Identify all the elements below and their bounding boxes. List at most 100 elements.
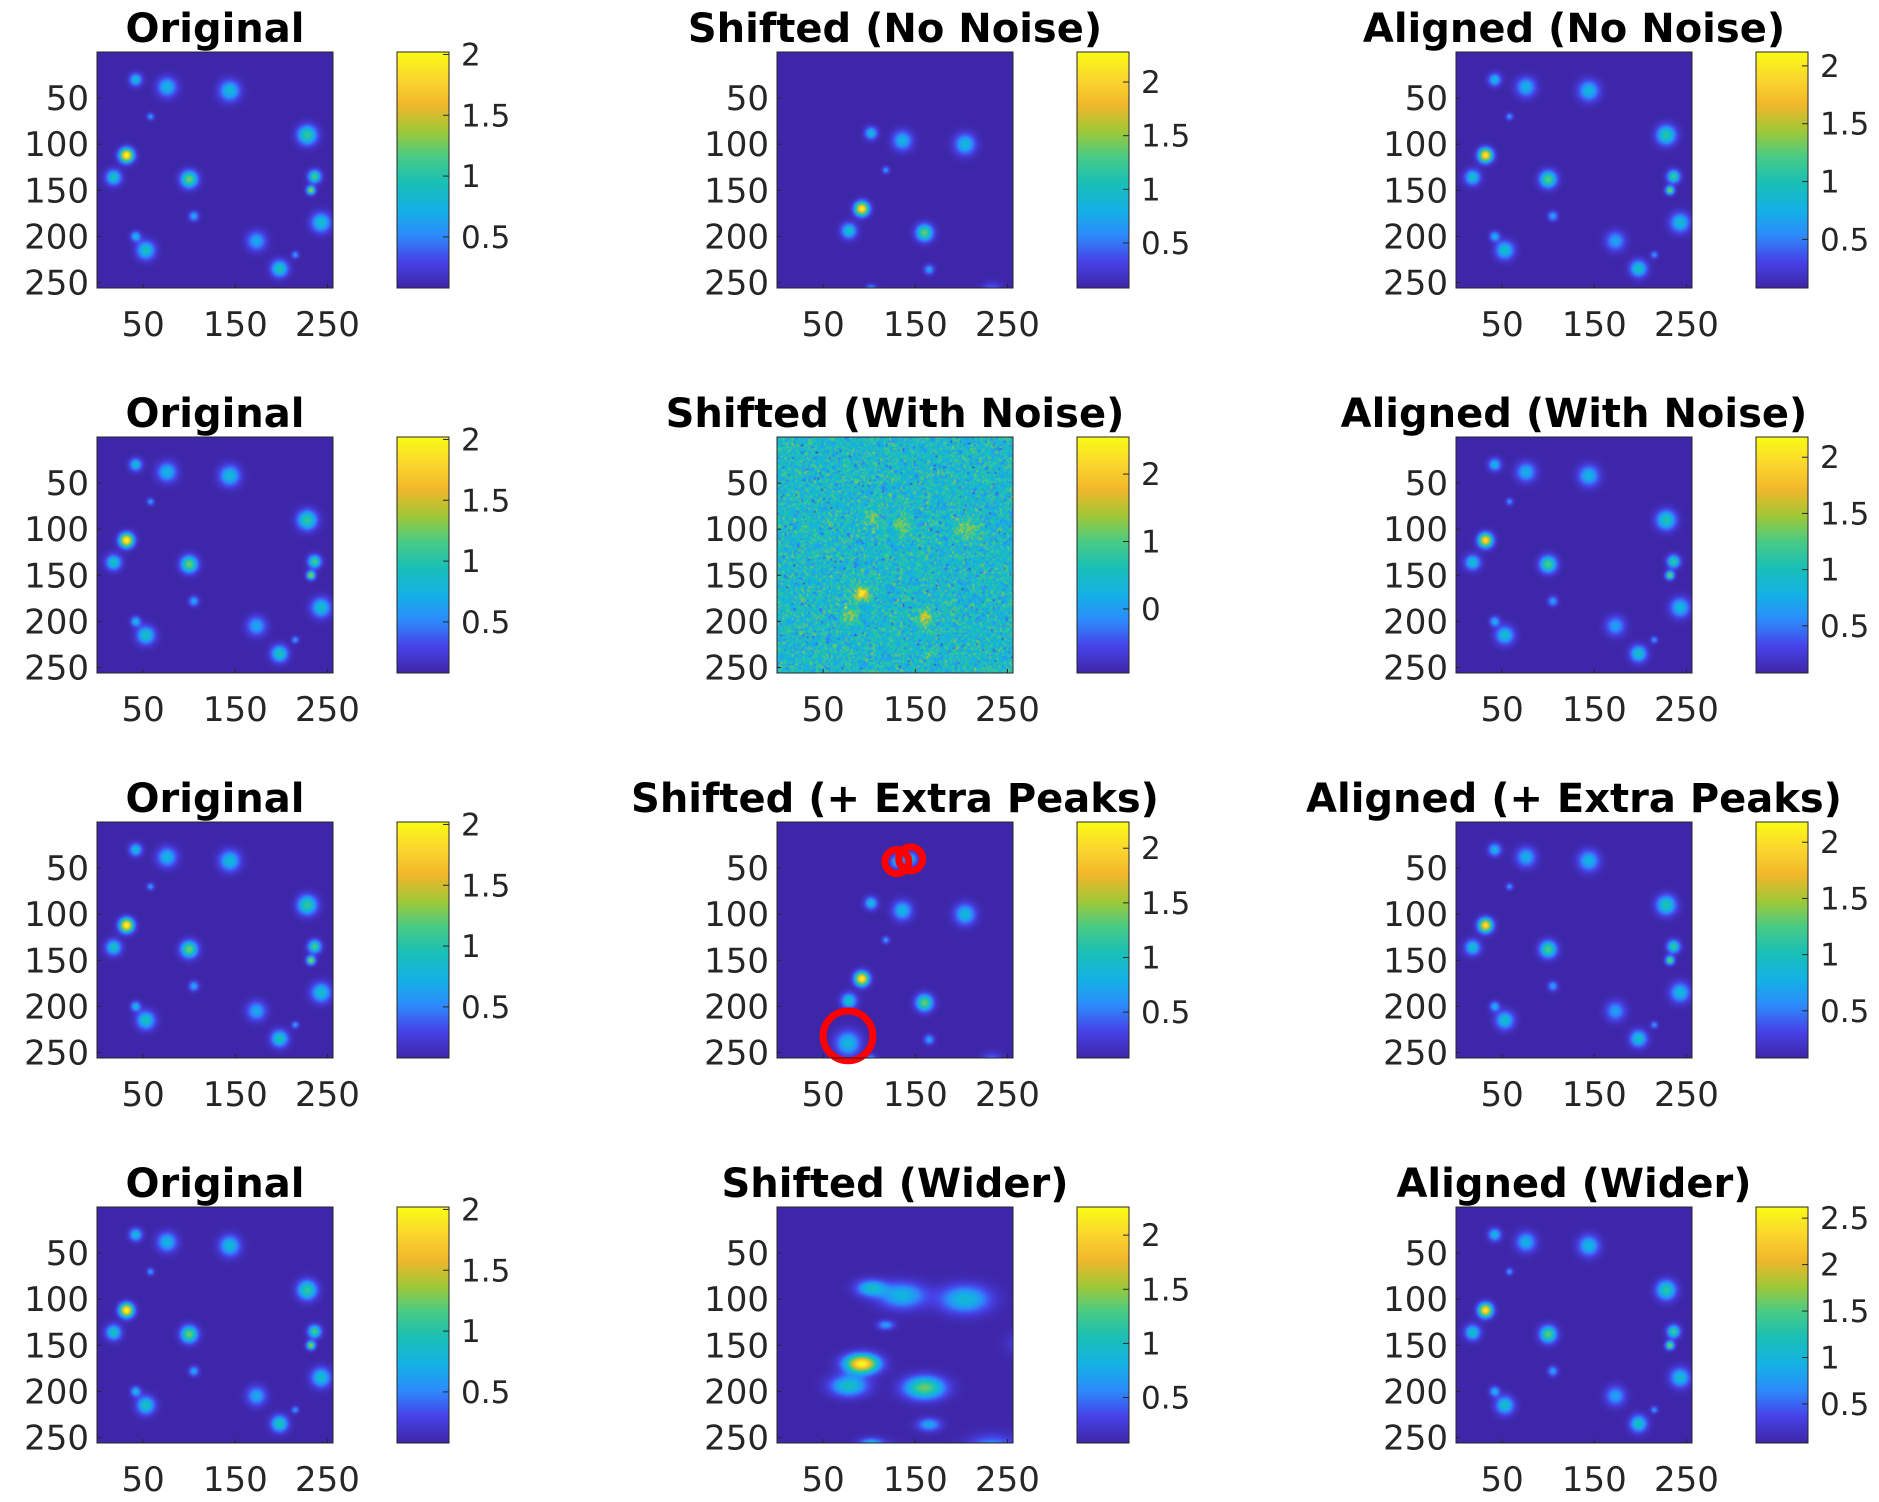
y-tick-label: 200 (1383, 602, 1448, 642)
colorbar-tick-label: 1.5 (461, 868, 510, 904)
colorbar-tick-label: 2 (461, 37, 481, 73)
colorbar-tick-label: 1 (461, 159, 481, 195)
subplot-5: Shifted (With Noise) 50 100 150 200 250 50 150 2… (666, 391, 1161, 730)
y-tick-label: 50 (46, 464, 89, 504)
colorbar-tick-label: 1 (1141, 172, 1161, 208)
colorbar-tick-label: 0.5 (1141, 995, 1190, 1031)
colorbar-tick-label: 1.5 (461, 98, 510, 134)
colorbar-tick-label: 0 (1141, 592, 1161, 628)
heatmap-image (97, 1207, 333, 1443)
colorbar-tick-label: 2 (1820, 440, 1840, 476)
colorbar-tick-label: 0.5 (1820, 1387, 1869, 1423)
x-tick-label: 150 (883, 305, 948, 345)
colorbar-box (396, 51, 450, 289)
subplot-3: Aligned (No Noise) 50 100 150 200 250 50 150 250… (1363, 6, 1869, 345)
subplot-11: Shifted (Wider) 50 100 150 200 250 50 150 250 2 1.… (704, 1161, 1190, 1500)
y-tick-label: 200 (704, 987, 769, 1027)
x-tick-label: 150 (1562, 1075, 1627, 1115)
x-tick-label: 250 (295, 1460, 360, 1500)
x-tick-label: 250 (1654, 305, 1719, 345)
x-tick-label: 50 (1480, 1075, 1523, 1115)
colorbar-tick-label: 1.5 (1141, 886, 1190, 922)
y-tick-label: 50 (46, 849, 89, 889)
y-tick-label: 250 (704, 1418, 769, 1458)
colorbar-gradient (397, 437, 449, 673)
x-tick-label: 50 (1480, 1460, 1523, 1500)
x-tick-label: 150 (203, 690, 268, 730)
colorbar-tick-label: 1 (1820, 938, 1840, 974)
colorbar-gradient (397, 1207, 449, 1443)
heatmap-image (97, 437, 333, 673)
colorbar-tick-label: 1 (461, 1314, 481, 1350)
x-tick-label: 250 (975, 1460, 1040, 1500)
y-tick-label: 150 (704, 941, 769, 981)
subplot-title: Aligned (No Noise) (1363, 6, 1785, 52)
x-tick-label: 250 (295, 1075, 360, 1115)
heatmap-image (1456, 437, 1692, 673)
subplot-2: Shifted (No Noise) 50 100 150 200 250 50 150 250… (688, 6, 1190, 345)
colorbar-gradient (1077, 437, 1129, 673)
colorbar-box (1076, 51, 1130, 289)
x-tick-label: 150 (203, 1460, 268, 1500)
colorbar-gradient (1077, 1207, 1129, 1443)
x-tick-label: 50 (801, 690, 844, 730)
colorbar-gradient (1756, 1207, 1808, 1443)
x-tick-label: 50 (1480, 305, 1523, 345)
x-tick-label: 50 (121, 1075, 164, 1115)
colorbar-tick-label: 2 (1820, 49, 1840, 85)
heatmap-image (777, 1207, 1013, 1443)
y-tick-label: 150 (24, 941, 89, 981)
colorbar-tick-label: 0.5 (1820, 994, 1869, 1030)
axes-box (96, 436, 334, 674)
colorbar-tick-label: 2 (1141, 457, 1161, 493)
heatmap-image (1456, 822, 1692, 1058)
y-tick-label: 250 (24, 648, 89, 688)
x-tick-label: 150 (1562, 305, 1627, 345)
x-tick-label: 50 (121, 690, 164, 730)
colorbar-tick-label: 1.5 (1141, 1272, 1190, 1308)
y-tick-label: 100 (1383, 1280, 1448, 1320)
x-tick-label: 250 (1654, 1460, 1719, 1500)
y-tick-label: 50 (726, 849, 769, 889)
y-tick-label: 150 (1383, 941, 1448, 981)
y-tick-label: 100 (1383, 125, 1448, 165)
colorbar-box (1076, 1206, 1130, 1444)
y-tick-label: 100 (704, 1280, 769, 1320)
axes-box (96, 1206, 334, 1444)
y-tick-label: 50 (1405, 79, 1448, 119)
y-tick-label: 200 (704, 1372, 769, 1412)
colorbar-tick-label: 2 (1820, 825, 1840, 861)
y-tick-label: 250 (704, 648, 769, 688)
y-tick-label: 100 (1383, 510, 1448, 550)
colorbar-tick-label: 1.5 (461, 483, 510, 519)
y-tick-label: 200 (1383, 987, 1448, 1027)
colorbar-tick-label: 1.5 (1820, 107, 1869, 143)
subplot-title: Original (126, 6, 305, 52)
y-tick-label: 150 (1383, 171, 1448, 211)
colorbar-tick-label: 1 (461, 929, 481, 965)
x-tick-label: 250 (975, 690, 1040, 730)
x-tick-label: 150 (883, 1460, 948, 1500)
colorbar-box (1755, 821, 1809, 1059)
subplot-title: Aligned (+ Extra Peaks) (1306, 776, 1842, 822)
colorbar-box (396, 1206, 450, 1444)
y-tick-label: 200 (1383, 1372, 1448, 1412)
axes-box (1455, 1206, 1693, 1444)
colorbar-box (1076, 821, 1130, 1059)
colorbar-tick-label: 2.5 (1820, 1201, 1869, 1237)
colorbar-box (396, 821, 450, 1059)
y-tick-label: 150 (24, 556, 89, 596)
heatmap-image (777, 437, 1013, 673)
y-tick-label: 200 (24, 217, 89, 257)
colorbar-box (1755, 436, 1809, 674)
colorbar-gradient (397, 52, 449, 288)
y-tick-label: 250 (704, 263, 769, 303)
subplot-title: Shifted (No Noise) (688, 6, 1102, 52)
x-tick-label: 250 (1654, 1075, 1719, 1115)
axes-box (776, 436, 1014, 674)
y-tick-label: 200 (704, 217, 769, 257)
colorbar-tick-label: 0.5 (1820, 609, 1869, 645)
colorbar-tick-label: 2 (461, 807, 481, 843)
axes-box (1455, 821, 1693, 1059)
